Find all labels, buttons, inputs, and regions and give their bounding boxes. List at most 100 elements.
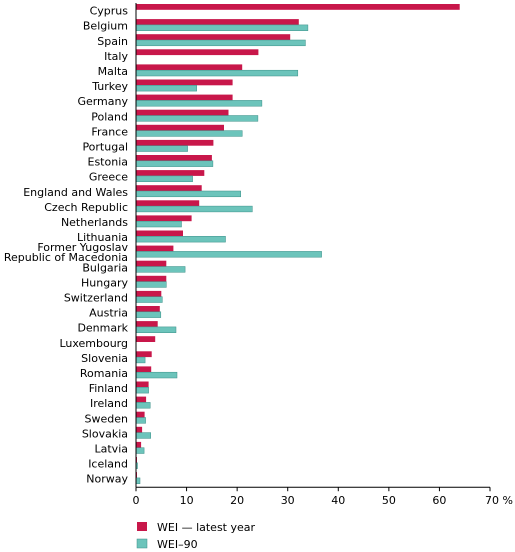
x-tick-label-60: 60	[432, 494, 446, 507]
category-label-denmark: Denmark	[77, 322, 128, 335]
bar-malta-wei-90	[135, 69, 299, 77]
category-label-hungary: Hungary	[81, 276, 128, 289]
bar-greece-wei-90	[135, 175, 193, 182]
bar-luxembourg-wei-latest	[136, 336, 156, 342]
bar-lithuania-wei-latest	[136, 230, 183, 237]
category-label-turkey: Turkey	[91, 80, 128, 93]
bar-czech-republic-wei-90	[135, 205, 253, 213]
bars-group	[135, 4, 460, 484]
category-label-norway: Norway	[86, 473, 128, 486]
bar-portugal-wei-latest	[136, 139, 214, 146]
category-label-latvia: Latvia	[95, 442, 129, 455]
category-label-greece: Greece	[89, 171, 128, 184]
x-tick-label-10: 10	[180, 494, 194, 507]
category-label-italy: Italy	[104, 50, 128, 63]
bar-turkey-wei-90	[135, 85, 197, 92]
category-label-spain: Spain	[97, 35, 128, 48]
bar-bulgaria-wei-latest	[136, 260, 167, 267]
bar-slovakia-wei-90	[135, 432, 151, 439]
category-labels: Cyprus Belgium Spain Italy Malta Turkey German…	[4, 5, 129, 486]
x-tick-label-70: 70 %	[485, 494, 513, 507]
bar-england-and-wales-wei-latest	[136, 185, 202, 191]
category-label-austria: Austria	[89, 307, 128, 320]
category-label-netherlands: Netherlands	[61, 216, 128, 229]
x-ticks: 0 10 20 30 40 50 60 70 %	[133, 487, 513, 507]
category-label-germany: Germany	[77, 95, 128, 108]
category-label-iceland: Iceland	[88, 458, 128, 471]
bar-bulgaria-wei-90	[135, 266, 186, 273]
category-label-luxembourg: Luxembourg	[59, 337, 128, 350]
legend: WEI — latest year WEI–90	[136, 521, 256, 551]
bar-belgium-wei-latest	[136, 19, 299, 25]
category-label-malta: Malta	[98, 65, 128, 78]
bar-spain-wei-90	[135, 39, 306, 47]
legend-swatch-wei-latest	[137, 522, 147, 531]
bar-hungary-wei-latest	[136, 275, 167, 282]
category-label-former-yugoslav-republic-of-macedonia: Former Yugoslav Republic of Macedonia	[4, 241, 129, 264]
legend-label-wei-90: WEI–90	[157, 538, 198, 551]
category-label-cyprus: Cyprus	[90, 5, 129, 18]
bar-poland-wei-90	[135, 115, 259, 122]
bar-germany-wei-latest	[136, 94, 233, 101]
bar-netherlands-wei-90	[135, 220, 182, 228]
bar-england-and-wales-wei-90	[135, 190, 241, 198]
bar-slovenia-wei-90	[135, 356, 146, 364]
bar-italy-wei-latest	[136, 49, 259, 56]
bar-poland-wei-latest	[136, 109, 229, 116]
bar-former-yugoslav-republic-of-macedonia-wei-90	[135, 251, 322, 258]
bar-estonia-wei-90	[135, 160, 214, 167]
bar-germany-wei-90	[135, 100, 263, 107]
bar-malta-wei-latest	[136, 64, 243, 71]
bar-austria-wei-90	[135, 311, 162, 318]
category-label-bulgaria: Bulgaria	[82, 261, 128, 274]
bar-ireland-wei-90	[135, 402, 151, 409]
bar-spain-wei-latest	[136, 34, 291, 40]
bar-belgium-wei-90	[135, 24, 309, 31]
category-label-romania: Romania	[80, 367, 128, 380]
bar-czech-republic-wei-latest	[136, 200, 200, 207]
bar-finland-wei-90	[135, 387, 149, 394]
category-label-estonia: Estonia	[88, 156, 129, 169]
bar-slovakia-wei-latest	[136, 426, 143, 433]
bar-estonia-wei-latest	[136, 155, 212, 161]
bar-turkey-wei-latest	[136, 79, 233, 86]
bar-denmark-wei-90	[135, 326, 177, 333]
bar-greece-wei-latest	[136, 170, 205, 176]
category-label-ireland: Ireland	[90, 397, 128, 410]
bar-romania-wei-latest	[136, 366, 152, 373]
category-label-england-and-wales: England and Wales	[23, 186, 128, 199]
bar-sweden-wei-90	[135, 417, 146, 424]
bar-latvia-wei-latest	[136, 441, 142, 448]
bar-switzerland-wei-latest	[136, 290, 162, 297]
x-tick-label-0: 0	[133, 494, 140, 507]
bar-ireland-wei-latest	[136, 396, 147, 403]
bar-cyprus-wei-latest	[136, 4, 460, 10]
bar-former-yugoslav-republic-of-macedonia-wei-latest	[136, 245, 174, 252]
bar-france-wei-latest	[136, 124, 224, 131]
bar-portugal-wei-90	[135, 145, 188, 152]
category-label-slovakia: Slovakia	[82, 427, 128, 440]
category-label-sweden: Sweden	[85, 412, 128, 425]
category-label-lithuania: Lithuania	[77, 231, 128, 244]
bar-france-wei-90	[135, 130, 243, 137]
bar-romania-wei-90	[135, 371, 178, 379]
legend-swatch-wei-90	[136, 538, 148, 549]
bar-latvia-wei-90	[135, 447, 145, 454]
x-tick-label-30: 30	[281, 494, 295, 507]
category-label-finland: Finland	[89, 382, 128, 395]
category-label-slovenia: Slovenia	[81, 352, 128, 365]
bar-sweden-wei-latest	[136, 411, 145, 418]
bar-switzerland-wei-90	[135, 296, 163, 303]
bar-norway-wei-90	[135, 477, 141, 484]
bar-finland-wei-latest	[136, 381, 149, 388]
category-label-portugal: Portugal	[82, 141, 128, 154]
bar-hungary-wei-90	[135, 281, 167, 288]
bar-austria-wei-latest	[136, 306, 160, 312]
x-tick-label-20: 20	[230, 494, 244, 507]
x-tick-label-40: 40	[331, 494, 345, 507]
category-label-poland: Poland	[91, 110, 128, 123]
x-tick-label-50: 50	[382, 494, 396, 507]
bar-netherlands-wei-latest	[136, 215, 192, 222]
category-label-switzerland: Switzerland	[64, 291, 128, 304]
bar-slovenia-wei-latest	[136, 351, 152, 358]
